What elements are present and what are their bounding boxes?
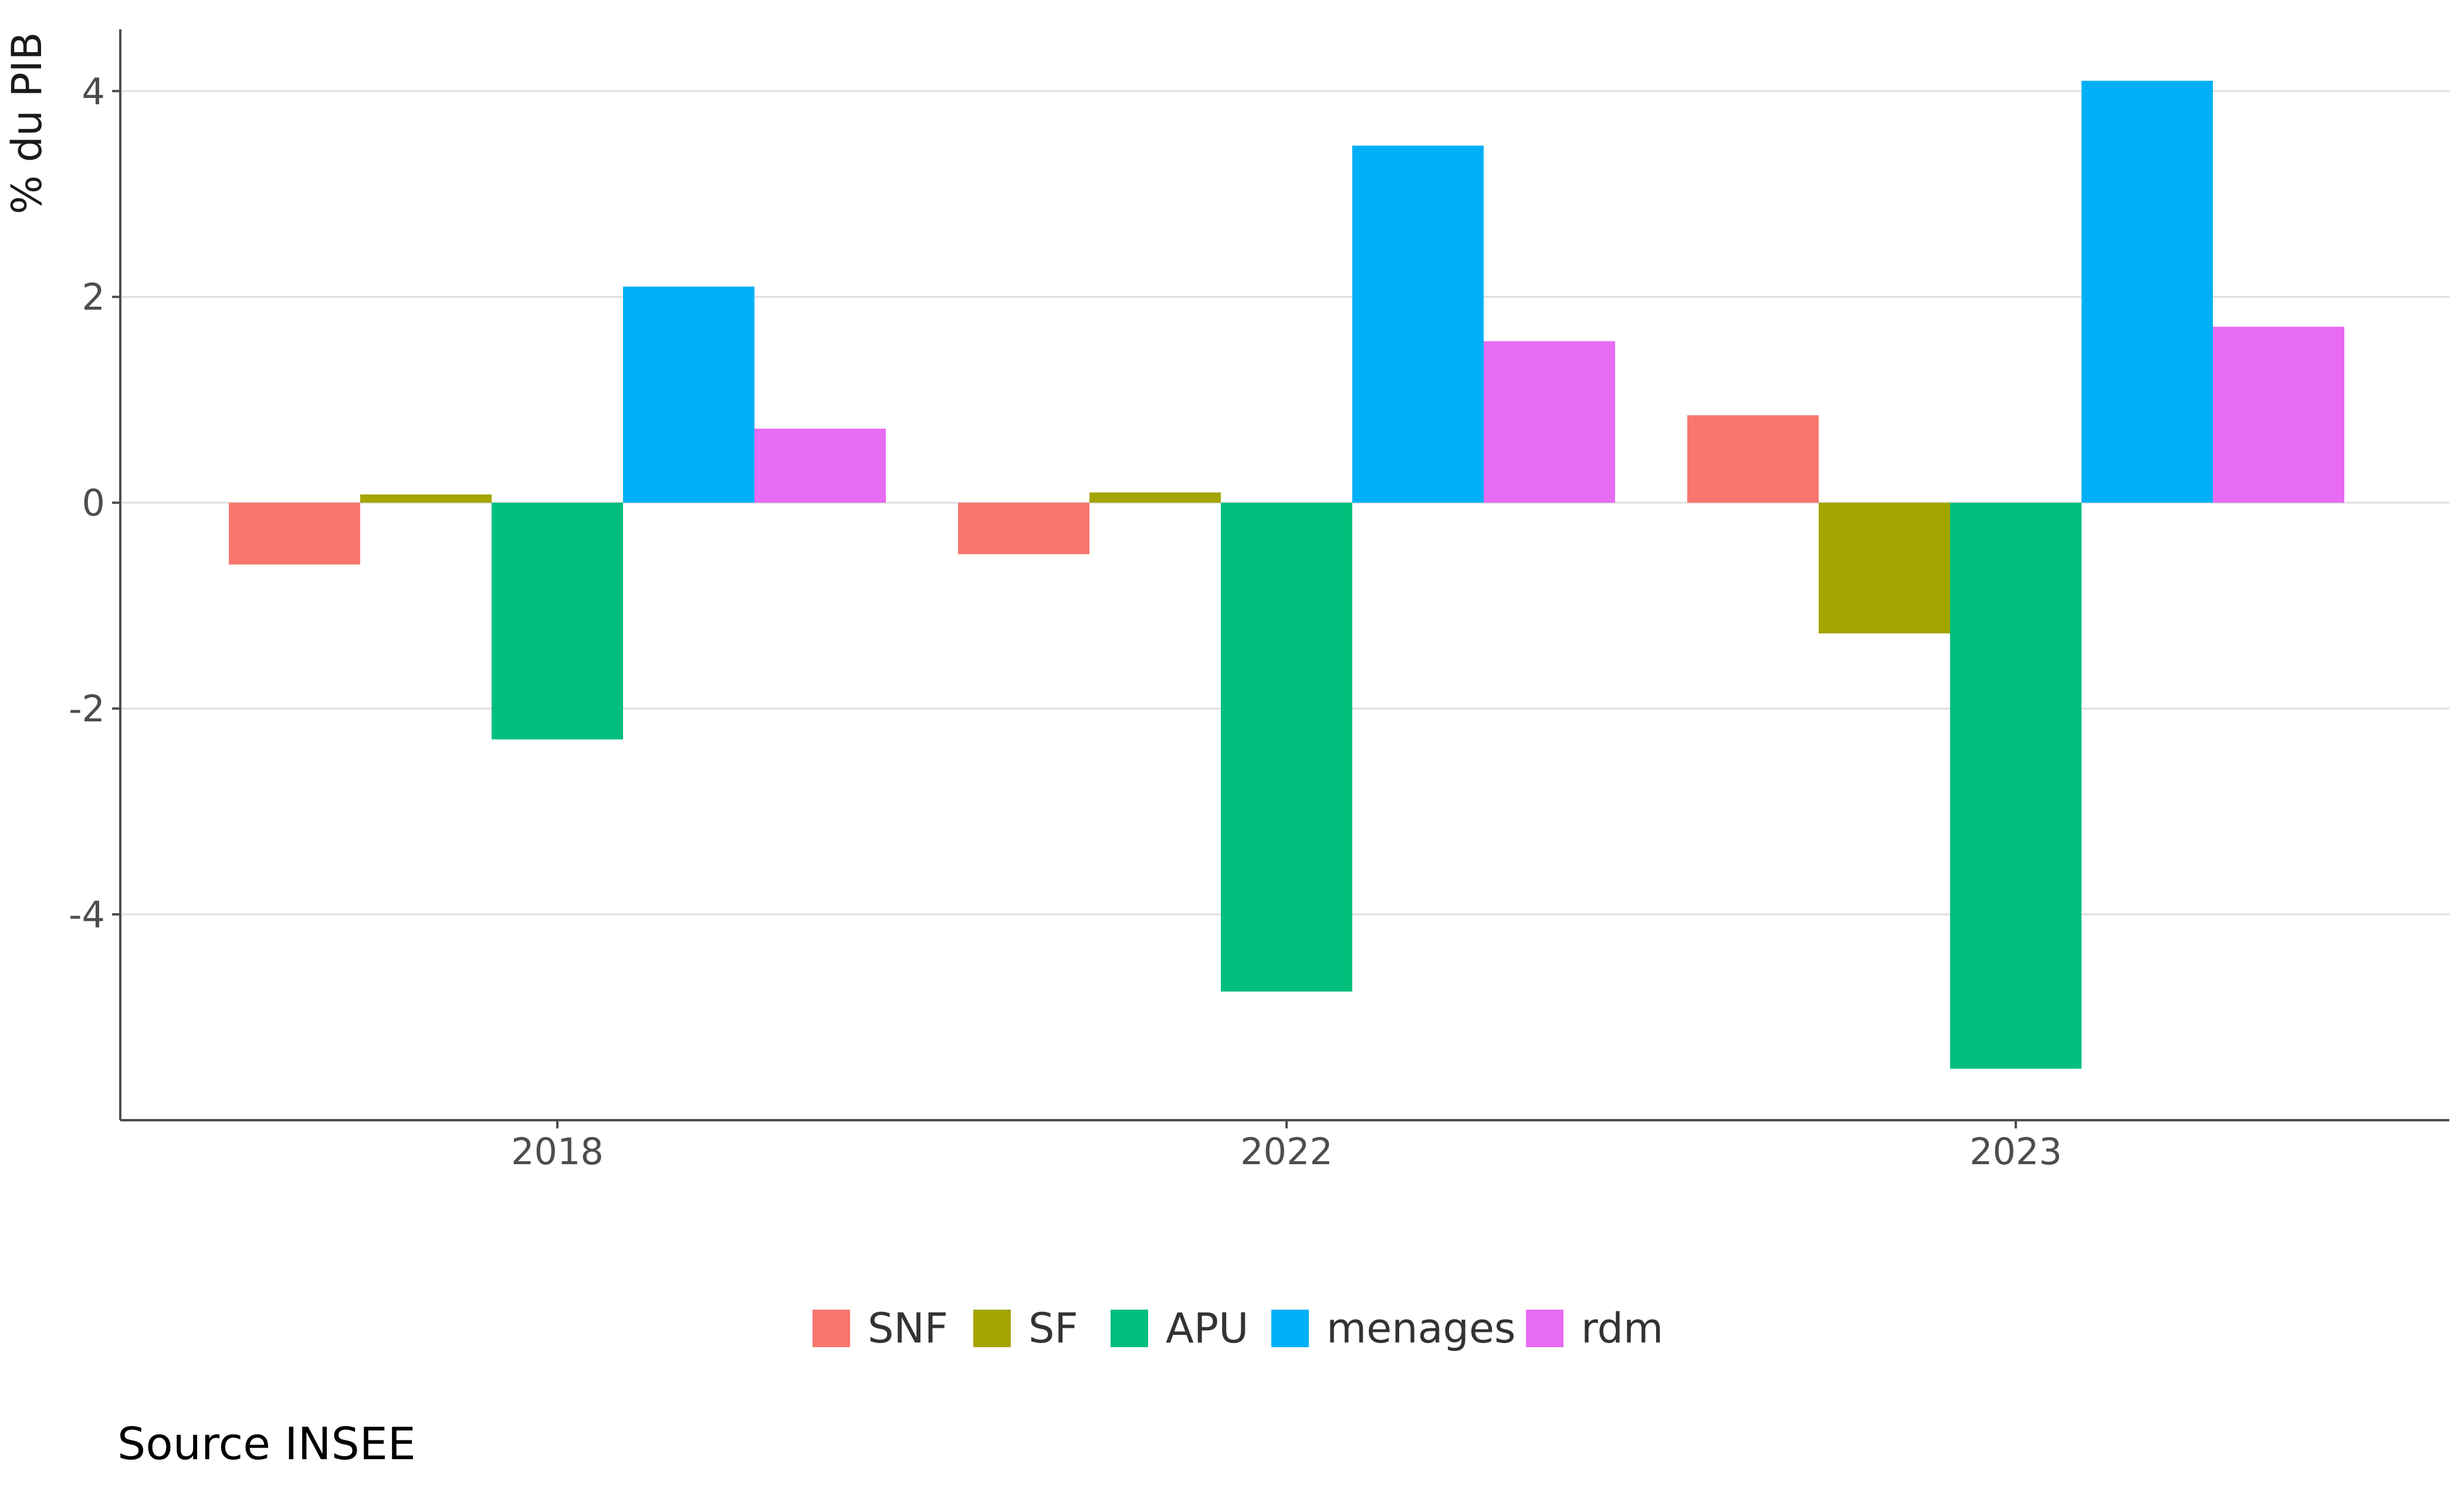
bar-APU-2023 (1950, 503, 2081, 1069)
x-tick-label: 2023 (1969, 1130, 2062, 1173)
legend-item-SNF: SNF (813, 1304, 948, 1352)
x-tick-label: 2022 (1240, 1130, 1333, 1173)
bar-menages-2018 (623, 286, 754, 503)
legend-label-APU: APU (1166, 1304, 1248, 1352)
bar-SF-2023 (1819, 503, 1950, 634)
x-tick-label: 2018 (511, 1130, 604, 1173)
legend-label-SF: SF (1028, 1304, 1078, 1352)
axes: -4 -2 0 2 4 2018 2022 2023 (69, 29, 2449, 1173)
legend-label-menages: menages (1326, 1304, 1516, 1352)
y-tick-label: 4 (82, 70, 105, 113)
legend-label-SNF: SNF (868, 1304, 948, 1352)
bar-rdm-2023 (2213, 327, 2344, 503)
bars (229, 80, 2344, 1069)
legend-item-rdm: rdm (1526, 1304, 1663, 1352)
bar-SNF-2022 (958, 503, 1089, 554)
bar-menages-2023 (2081, 80, 2213, 503)
bar-menages-2022 (1352, 145, 1484, 503)
legend-key-rdm (1526, 1310, 1563, 1347)
y-axis-title: % du PIB (3, 32, 51, 215)
legend-key-SF (973, 1310, 1011, 1347)
bar-SNF-2023 (1687, 415, 1819, 503)
legend: SNF SF APU menages rdm (813, 1304, 1663, 1352)
legend-key-menages (1271, 1310, 1309, 1347)
legend-label-rdm: rdm (1581, 1304, 1663, 1352)
bar-SF-2018 (360, 494, 492, 503)
bar-rdm-2018 (754, 428, 886, 503)
legend-item-APU: APU (1111, 1304, 1248, 1352)
bar-SNF-2018 (229, 503, 360, 565)
bar-APU-2018 (492, 503, 623, 740)
legend-item-menages: menages (1271, 1304, 1516, 1352)
legend-key-SNF (813, 1310, 850, 1347)
y-tick-label: 2 (82, 276, 105, 318)
legend-key-APU (1111, 1310, 1148, 1347)
source-caption: Source INSEE (117, 1418, 416, 1470)
y-tick-label: -2 (69, 687, 105, 730)
legend-item-SF: SF (973, 1304, 1078, 1352)
bar-SF-2022 (1089, 492, 1221, 503)
bar-APU-2022 (1221, 503, 1352, 992)
y-tick-label: 0 (82, 482, 105, 524)
y-tick-label: -4 (69, 893, 105, 936)
bar-rdm-2022 (1484, 341, 1615, 503)
